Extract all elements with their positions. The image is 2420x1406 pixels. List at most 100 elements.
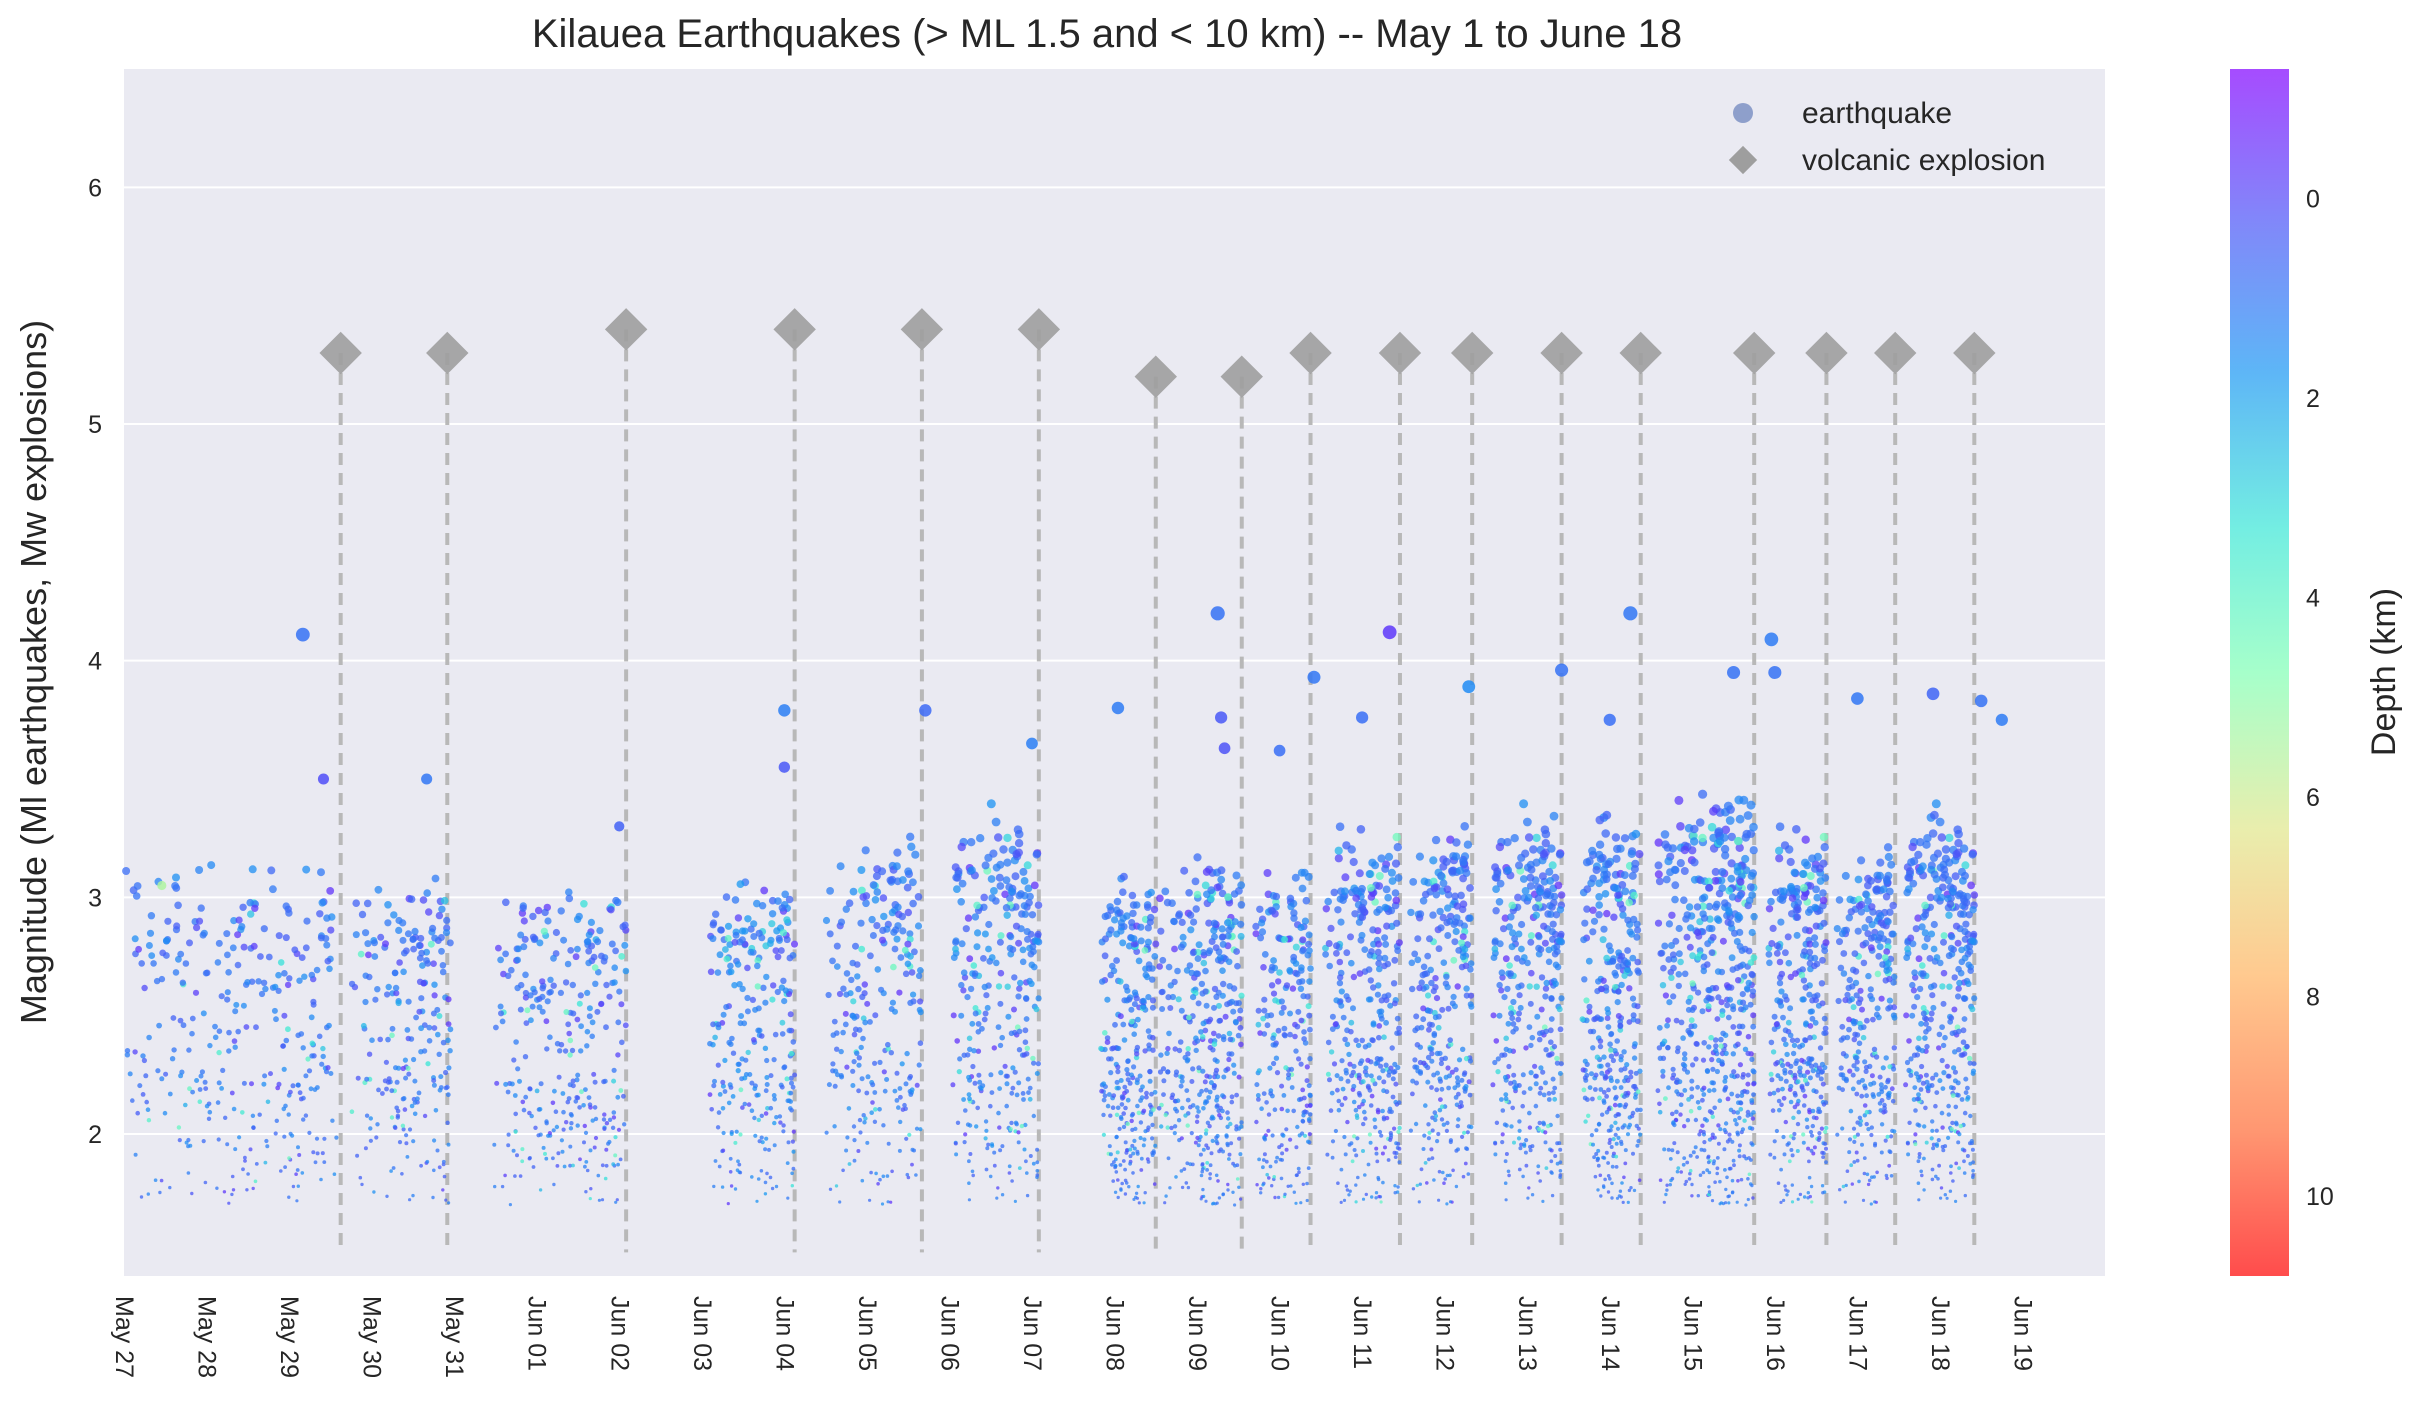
earthquake-point: [1785, 959, 1793, 967]
earthquake-point: [1628, 1074, 1634, 1080]
earthquake-point: [741, 1020, 748, 1027]
earthquake-point: [512, 1093, 518, 1098]
earthquake-point: [1625, 1078, 1631, 1083]
earthquake-point: [131, 935, 139, 943]
earthquake-point: [1878, 1082, 1884, 1088]
earthquake-point: [1771, 888, 1780, 897]
earthquake-point: [240, 1002, 247, 1009]
earthquake-point: [430, 1010, 437, 1017]
earthquake-point: [997, 969, 1005, 977]
earthquake-point: [164, 917, 172, 925]
earthquake-point: [167, 1091, 173, 1097]
earthquake-point: [1443, 1177, 1447, 1181]
x-tick-label: Jun 18: [1926, 1296, 1954, 1371]
earthquake-point: [770, 1186, 775, 1191]
earthquake-point: [1516, 992, 1523, 999]
x-tick-label: May 30: [358, 1296, 386, 1378]
earthquake-point: [1598, 1063, 1604, 1069]
earthquake-point: [1625, 1132, 1631, 1137]
earthquake-point: [1554, 881, 1563, 890]
earthquake-point: [1745, 1050, 1751, 1057]
earthquake-point: [1348, 1028, 1354, 1035]
earthquake-point: [1702, 1140, 1707, 1145]
earthquake-point: [1862, 1103, 1868, 1108]
earthquake-point: [1812, 1145, 1817, 1150]
earthquake-point: [1202, 1079, 1208, 1085]
earthquake-point: [1787, 1159, 1792, 1164]
earthquake-point: [1031, 1161, 1036, 1166]
earthquake-point: [838, 1048, 844, 1055]
earthquake-point: [1342, 841, 1351, 850]
earthquake-point: [1810, 1068, 1816, 1074]
earthquake-point: [1335, 1087, 1340, 1093]
earthquake-point: [1885, 1176, 1889, 1181]
earthquake-point: [1600, 1112, 1605, 1117]
earthquake-point: [153, 977, 161, 985]
earthquake-point: [424, 960, 432, 967]
earthquake-point: [1364, 1192, 1369, 1197]
earthquake-point: [1123, 983, 1130, 990]
earthquake-point: [852, 1026, 859, 1033]
earthquake-point: [1384, 852, 1394, 862]
earthquake-point: [1439, 1117, 1445, 1122]
earthquake-point: [1028, 1154, 1033, 1158]
earthquake-point: [1374, 948, 1382, 956]
earthquake-point: [1749, 1056, 1755, 1062]
earthquake-point: [1518, 945, 1525, 953]
earthquake-point: [1779, 1102, 1784, 1108]
earthquake-point: [872, 1012, 879, 1019]
earthquake-point: [1261, 1007, 1268, 1014]
earthquake-point: [1294, 1023, 1301, 1030]
earthquake-point: [1173, 1069, 1180, 1075]
earthquake-point: [1527, 1186, 1531, 1190]
x-tick-label: Jun 19: [2008, 1296, 2036, 1371]
earthquake-point: [1368, 948, 1375, 955]
earthquake-point: [1198, 980, 1206, 988]
earthquake-point: [1523, 817, 1532, 827]
earthquake-point: [1431, 835, 1441, 845]
earthquake-point: [1307, 1132, 1312, 1137]
earthquake-point: [607, 1139, 612, 1145]
earthquake-point: [250, 942, 258, 950]
earthquake-point: [1528, 969, 1535, 977]
earthquake-point: [611, 1067, 617, 1073]
earthquake-point: [1716, 1141, 1721, 1146]
earthquake-point: [1275, 1155, 1279, 1160]
earthquake-point: [1821, 947, 1829, 954]
earthquake-point: [1256, 905, 1264, 913]
earthquake-point: [1224, 932, 1232, 940]
earthquake-point: [518, 1174, 523, 1178]
earthquake-point: [1119, 1094, 1125, 1099]
earthquake-point: [1107, 1144, 1112, 1149]
earthquake-point: [431, 1078, 437, 1083]
earthquake-point: [316, 910, 324, 918]
earthquake-point: [1631, 1084, 1637, 1089]
earthquake-point: [1606, 1087, 1611, 1093]
earthquake-point: [427, 940, 435, 948]
earthquake-point: [1467, 1092, 1473, 1098]
earthquake-point: [1334, 854, 1343, 863]
earthquake-point: [722, 1089, 728, 1094]
earthquake-point: [1352, 1134, 1357, 1139]
earthquake-point: [1163, 1201, 1167, 1205]
earthquake-point: [1445, 1202, 1449, 1206]
earthquake-point: [1343, 1152, 1348, 1157]
earthquake-point: [1604, 1015, 1611, 1022]
earthquake-point: [1287, 1031, 1293, 1038]
earthquake-point: [1121, 1111, 1126, 1116]
earthquake-point: [1426, 1122, 1431, 1127]
earthquake-point: [1416, 984, 1423, 992]
earthquake-point: [1558, 1147, 1563, 1152]
earthquake-point: [1426, 935, 1433, 943]
earthquake-point: [739, 985, 746, 993]
earthquake-point: [315, 1085, 320, 1090]
earthquake-point: [1546, 1097, 1552, 1102]
earthquake-point: [1239, 1124, 1244, 1129]
earthquake-point: [1621, 887, 1630, 896]
earthquake-point: [404, 1133, 409, 1138]
earthquake-point: [1172, 1046, 1178, 1052]
earthquake-point: [1339, 1102, 1345, 1108]
earthquake-point: [1224, 893, 1232, 901]
earthquake-point: [1810, 1123, 1816, 1129]
earthquake-point: [1226, 1116, 1231, 1121]
